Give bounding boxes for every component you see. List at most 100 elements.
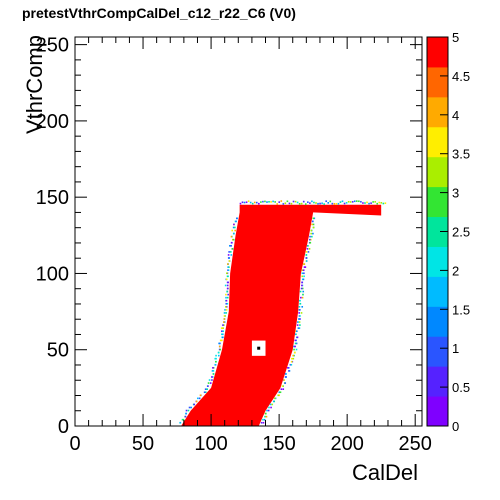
fringe-cell <box>224 309 226 311</box>
fringe-cell <box>251 202 254 205</box>
colorbar-tick-label: 5 <box>452 30 459 45</box>
fringe-cell <box>307 244 309 247</box>
colorbar-segment <box>427 186 448 218</box>
fringe-cell <box>215 354 217 357</box>
fringe-cell <box>229 251 232 253</box>
fringe-cell <box>304 203 307 205</box>
fringe-cell <box>302 290 305 293</box>
fringe-cell <box>287 367 289 369</box>
fringe-cell <box>225 278 228 281</box>
fringe-cell <box>327 202 330 204</box>
fringe-cell <box>279 391 282 394</box>
colorbar-segment <box>427 66 448 98</box>
fringe-cell <box>384 202 387 204</box>
fringe-cell <box>299 302 301 305</box>
fringe-cell <box>301 306 304 308</box>
fringe-cell <box>298 318 300 320</box>
fringe-cell <box>262 421 265 424</box>
fringe-cell <box>243 201 246 204</box>
fringe-cell <box>311 200 313 203</box>
fringe-cell <box>228 260 231 262</box>
fringe-cell <box>283 379 285 381</box>
fringe-cell <box>301 284 303 287</box>
fringe-cell <box>277 394 280 397</box>
fringe-cell <box>268 200 270 203</box>
fringe-cell <box>260 201 262 203</box>
fringe-cell <box>226 281 229 284</box>
fringe-cell <box>292 354 295 357</box>
fringe-cell <box>293 345 295 348</box>
fringe-cell <box>321 202 323 205</box>
fringe-cell <box>204 391 207 394</box>
fringe-cell <box>366 201 368 204</box>
fringe-cell <box>214 363 217 366</box>
fringe-cell <box>380 202 383 204</box>
fringe-cell <box>218 342 220 345</box>
colorbar-tick-label: 2.5 <box>452 225 470 240</box>
fringe-cell <box>305 260 308 262</box>
colorbar-segment <box>427 126 448 158</box>
x-tick-label: 50 <box>132 433 154 455</box>
fringe-cell <box>292 200 295 203</box>
fringe-cell <box>298 306 301 308</box>
colorbar-segment <box>427 96 448 128</box>
fringe-cell <box>223 312 226 314</box>
fringe-cell <box>312 232 314 235</box>
fringe-cell <box>214 360 217 363</box>
fringe-cell <box>262 200 264 203</box>
fringe-cell <box>179 421 182 424</box>
fringe-cell <box>222 324 224 326</box>
fringe-cell <box>227 269 230 271</box>
fringe-cell <box>190 406 192 409</box>
fringe-cell <box>301 287 304 290</box>
fringe-cell <box>310 229 313 232</box>
fringe-cell <box>306 248 309 250</box>
fringe-cell <box>226 272 228 275</box>
fringe-cell <box>303 266 306 268</box>
fringe-cell <box>281 385 284 387</box>
fringe-cell <box>335 203 338 205</box>
fringe-cell <box>266 201 268 203</box>
fringe-cell <box>264 412 267 415</box>
fringe-cell <box>249 201 252 204</box>
fringe-cell <box>337 202 340 205</box>
colorbar-segment <box>427 396 448 427</box>
colorbar-tick-label: 3.5 <box>452 147 470 162</box>
fringe-cell <box>203 391 206 394</box>
y-tick-label: 0 <box>58 416 69 438</box>
fringe-cell <box>319 202 321 205</box>
fringe-cell <box>356 200 358 202</box>
fringe-cell <box>323 203 325 205</box>
fringe-cell <box>227 293 229 296</box>
fringe-cell <box>309 235 311 238</box>
fringe-cell <box>270 201 272 203</box>
fringe-cell <box>209 382 212 384</box>
fringe-cell <box>195 400 198 403</box>
fringe-cell <box>225 302 228 305</box>
fringe-cell <box>301 269 304 271</box>
fringe-cell <box>341 200 344 203</box>
fringe-cell <box>347 200 350 203</box>
fringe-cell <box>258 202 260 205</box>
fringe-cell <box>273 397 276 400</box>
fringe-cell <box>253 201 256 204</box>
fringe-cell <box>226 290 228 293</box>
fringe-cell <box>345 202 348 204</box>
x-tick-label: 0 <box>69 433 80 455</box>
colorbar-tick-label: 0 <box>452 419 459 434</box>
fringe-cell <box>239 202 242 205</box>
fringe-cell <box>299 290 302 293</box>
fringe-cell <box>368 202 370 205</box>
fringe-cell <box>185 409 188 412</box>
fringe-cell <box>221 333 223 336</box>
fringe-cell <box>301 296 304 299</box>
fringe-cell <box>294 342 297 345</box>
fringe-cell <box>262 418 264 421</box>
fringe-cell <box>303 275 305 278</box>
fringe-cell <box>211 379 213 381</box>
fringe-cell <box>204 388 207 390</box>
fringe-cell <box>288 370 291 372</box>
fringe-cell <box>193 403 196 406</box>
fringe-cell <box>232 226 235 229</box>
fringe-cell <box>225 296 227 299</box>
